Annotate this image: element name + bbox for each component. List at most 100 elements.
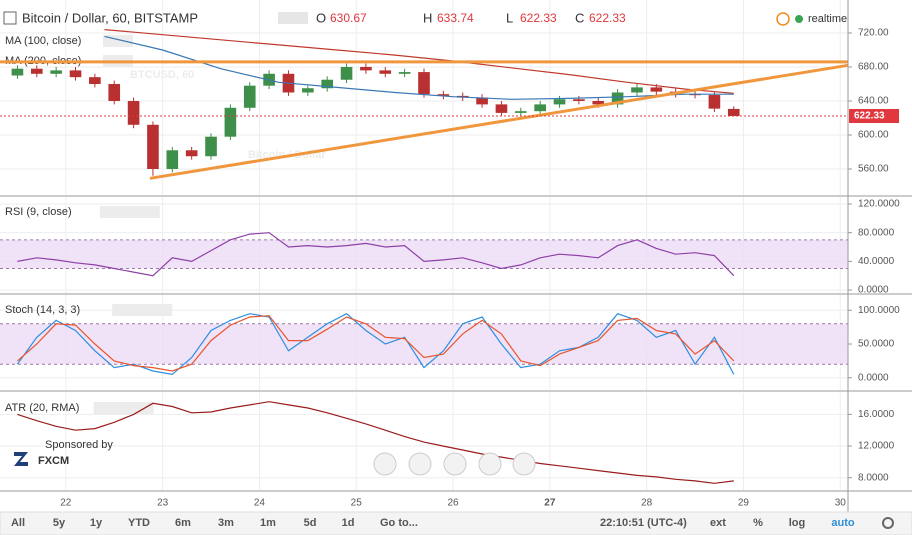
indicator-icons[interactable] xyxy=(99,206,160,218)
candle-body xyxy=(437,94,450,96)
candle-body xyxy=(302,88,314,93)
settings-gear[interactable] xyxy=(882,517,894,529)
x-tick-label: 23 xyxy=(157,498,169,509)
indicator-band xyxy=(0,323,848,365)
range-button[interactable]: 1m xyxy=(260,517,276,529)
range-button[interactable]: 5y xyxy=(53,517,66,529)
ohlc-value: 622.33 xyxy=(520,11,557,25)
sponsor-brand: FXCM xyxy=(38,455,69,467)
range-button[interactable]: 6m xyxy=(175,517,191,529)
y-tick-label: 560.00 xyxy=(858,164,889,175)
option-button[interactable]: % xyxy=(753,517,763,529)
x-tick-label: 25 xyxy=(351,498,363,509)
fxcm-logo xyxy=(14,452,28,466)
bottom-toolbar xyxy=(0,511,912,535)
y-tick-label: 100.0000 xyxy=(858,305,900,316)
candle-body xyxy=(573,99,585,101)
indicator-title: ATR (20, RMA) xyxy=(5,402,79,414)
moving-average xyxy=(104,29,734,94)
ma-legend: MA (100, close) xyxy=(5,35,81,47)
sponsor-text: Sponsored by xyxy=(45,439,113,451)
candle-body xyxy=(495,104,508,113)
x-tick-label: 24 xyxy=(254,498,266,509)
candle-body xyxy=(69,70,82,78)
candle-body xyxy=(108,83,121,101)
x-tick-label: 27 xyxy=(544,498,556,509)
range-button[interactable]: YTD xyxy=(128,517,150,529)
nav-buttons[interactable] xyxy=(373,452,536,476)
indicator-title: RSI (9, close) xyxy=(5,206,72,218)
ohlc-key: L xyxy=(506,10,513,25)
candle-body xyxy=(534,104,546,112)
candle-body xyxy=(379,70,392,74)
x-tick-label: 22 xyxy=(60,498,72,509)
y-tick-label: 120.0000 xyxy=(858,199,900,210)
candle-body xyxy=(224,107,237,137)
candle-body xyxy=(185,150,198,157)
indicator-band xyxy=(0,239,848,269)
option-button[interactable]: auto xyxy=(831,517,855,529)
y-tick-label: 640.00 xyxy=(858,96,889,107)
candle-body xyxy=(243,85,256,108)
ohlc-key: C xyxy=(575,10,584,25)
settings-icons[interactable] xyxy=(278,12,308,24)
x-tick-label: 26 xyxy=(447,498,459,509)
range-button[interactable]: 3m xyxy=(218,517,234,529)
range-button[interactable]: 1y xyxy=(90,517,103,529)
y-tick-label: 0.0000 xyxy=(858,285,889,296)
candle-body xyxy=(631,87,643,93)
indicator-icons[interactable] xyxy=(112,304,173,316)
goto-button[interactable]: Go to... xyxy=(380,517,418,529)
y-tick-label: 12.0000 xyxy=(858,441,895,452)
candle-body xyxy=(30,68,43,74)
symbol-title: Bitcoin / Dollar, 60, BITSTAMP xyxy=(22,10,198,25)
status-icon xyxy=(776,12,790,26)
ohlc-key: H xyxy=(423,10,432,25)
candle-body xyxy=(321,79,334,89)
range-button[interactable]: 5d xyxy=(304,517,317,529)
option-button[interactable]: ext xyxy=(710,517,726,529)
clock: 22:10:51 (UTC-4) xyxy=(600,517,687,529)
candle-body xyxy=(360,66,372,71)
candle-body xyxy=(127,100,140,125)
y-tick-label: 600.00 xyxy=(858,130,889,141)
indicator-line xyxy=(17,232,735,277)
trend-line xyxy=(149,63,849,180)
indicator-title: Stoch (14, 3, 3) xyxy=(5,304,80,316)
option-button[interactable]: log xyxy=(789,517,806,529)
status-dot xyxy=(795,15,803,23)
ohlc-value: 622.33 xyxy=(589,11,626,25)
x-tick-label: 28 xyxy=(641,498,653,509)
y-tick-label: 50.0000 xyxy=(858,339,895,350)
candle-body xyxy=(592,100,605,105)
range-button[interactable]: All xyxy=(11,517,25,529)
watermark: BTCUSD, 60 xyxy=(130,69,194,81)
y-tick-label: 720.00 xyxy=(858,28,889,39)
candle-body xyxy=(476,97,488,105)
candle-body xyxy=(398,72,411,74)
candle-body xyxy=(611,92,624,105)
candle-body xyxy=(89,77,101,84)
y-tick-label: 8.0000 xyxy=(858,472,889,483)
x-tick-label: 29 xyxy=(738,498,750,509)
y-tick-label: 680.00 xyxy=(858,62,889,73)
candle-body xyxy=(340,66,353,80)
candle-body xyxy=(50,70,62,74)
last-price-label: 622.33 xyxy=(854,111,885,122)
y-tick-label: 16.0000 xyxy=(858,409,895,420)
candle-body xyxy=(650,87,663,92)
candle-body xyxy=(727,108,740,117)
candle-body xyxy=(11,68,24,76)
candle-body xyxy=(418,72,430,95)
last-price-box xyxy=(849,109,899,124)
ohlc-value: 630.67 xyxy=(330,11,367,25)
collapse-icon[interactable] xyxy=(3,11,17,25)
ohlc-value: 633.74 xyxy=(437,11,474,25)
ohlc-key: O xyxy=(316,10,326,25)
candle-body xyxy=(166,150,179,169)
status-text: realtime xyxy=(808,13,847,25)
candle-body xyxy=(708,95,721,109)
range-button[interactable]: 1d xyxy=(342,517,355,529)
candle-body xyxy=(514,111,527,113)
